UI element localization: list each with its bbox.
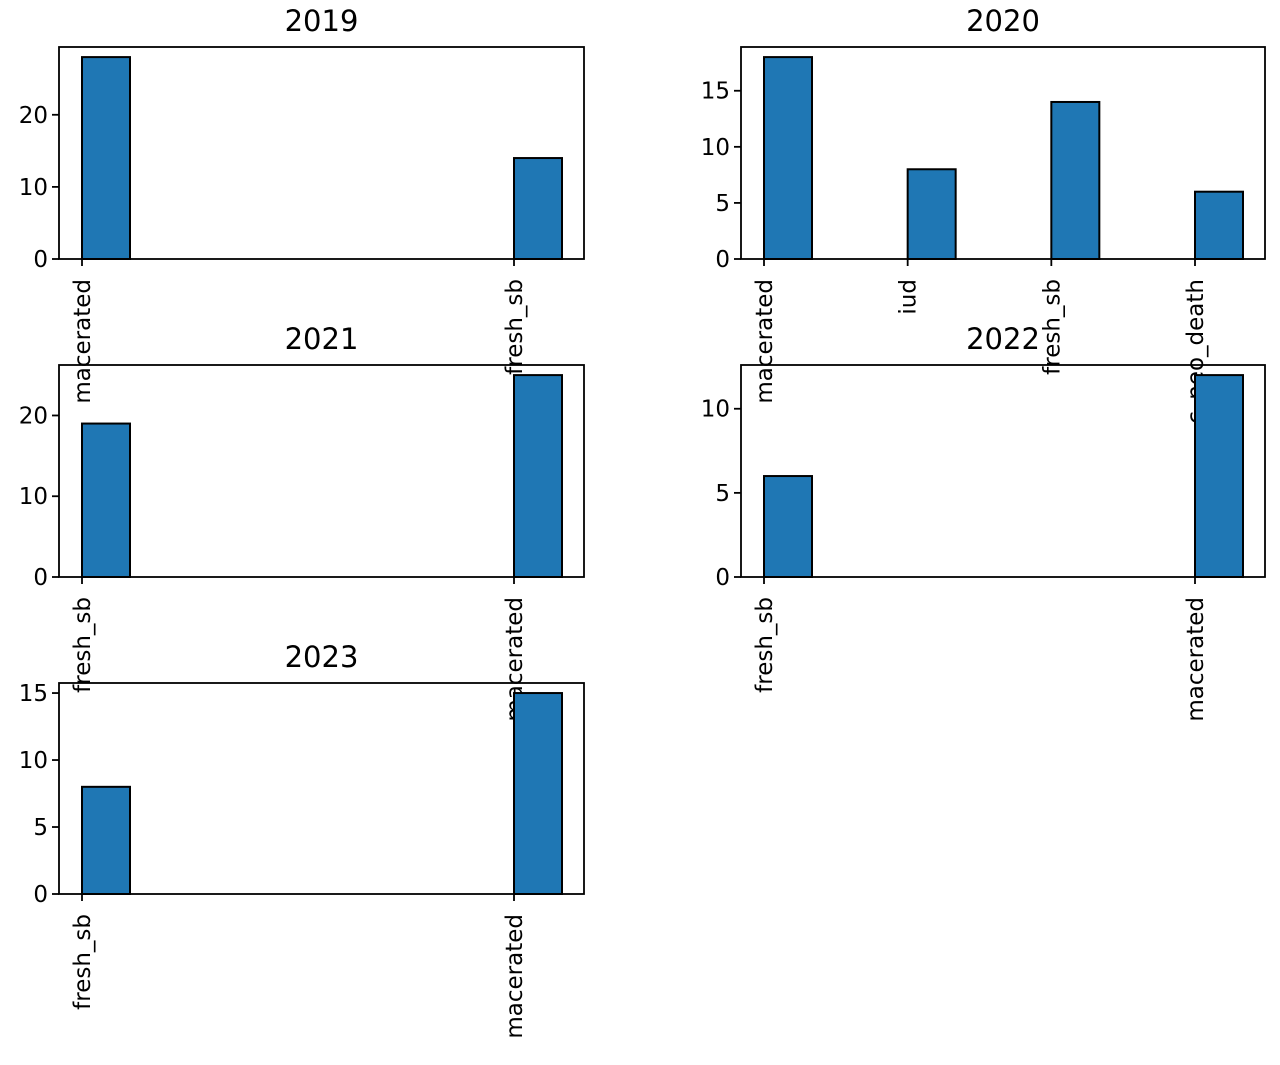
y-tick-label: 10	[19, 748, 48, 774]
bar-fresh_sb	[763, 475, 813, 578]
y-tick-label: 0	[33, 882, 48, 908]
bar-macerated	[1194, 374, 1244, 578]
y-tick-label: 10	[701, 135, 730, 161]
bar-macerated	[513, 374, 563, 578]
subplot-2022: 2022 0 5 10 fresh_sb macerated	[701, 322, 1266, 722]
y-tick-label: 0	[715, 565, 730, 591]
y-tick-label: 15	[701, 79, 730, 105]
subplot-title: 2020	[966, 4, 1040, 38]
x-tick-label-iud: iud	[896, 279, 922, 315]
y-tick-label: 5	[715, 481, 730, 507]
x-tick-label-macerated: macerated	[752, 279, 778, 404]
bar-fresh_sb	[513, 157, 563, 260]
y-tick-label: 20	[19, 103, 48, 129]
subplot-title: 2023	[285, 640, 359, 674]
axes-frame	[58, 46, 585, 260]
bar-macerated	[763, 56, 813, 260]
bar-c_neo_death	[1194, 190, 1244, 260]
axes-frame	[740, 46, 1266, 260]
y-tick-label: 5	[33, 815, 48, 841]
axes-frame	[58, 364, 585, 578]
axes-frame	[740, 364, 1266, 578]
y-tick-label: 10	[19, 175, 48, 201]
y-tick-label: 10	[19, 484, 48, 510]
y-tick-label: 0	[715, 247, 730, 273]
subplot-title: 2022	[966, 322, 1040, 356]
y-tick-label: 5	[715, 191, 730, 217]
subplot-title: 2021	[285, 322, 359, 356]
x-tick-label-fresh_sb: fresh_sb	[70, 914, 96, 1010]
x-tick-label-fresh_sb: fresh_sb	[70, 597, 96, 693]
bar-macerated	[513, 692, 563, 895]
y-tick-label: 20	[19, 403, 48, 429]
bar-macerated	[81, 56, 131, 260]
subplot-title: 2019	[285, 4, 359, 38]
bar-iud	[906, 168, 957, 261]
x-tick-label-macerated: macerated	[502, 914, 528, 1039]
y-tick-label: 15	[19, 681, 48, 707]
x-tick-label-fresh_sb: fresh_sb	[1039, 279, 1065, 375]
subplot-2019: 2019 0 10 20 macerated fresh_sb	[19, 4, 585, 404]
bar-fresh_sb	[81, 422, 131, 578]
x-tick-label-fresh_sb: fresh_sb	[502, 279, 528, 375]
y-tick-label: 0	[33, 565, 48, 591]
y-tick-label: 0	[33, 247, 48, 273]
x-tick-label-fresh_sb: fresh_sb	[752, 597, 778, 693]
y-tick-label: 10	[701, 397, 730, 423]
x-tick-label-macerated: macerated	[70, 279, 96, 404]
bar-fresh_sb	[81, 785, 131, 895]
x-tick-label-macerated: macerated	[1183, 597, 1209, 722]
bar-fresh_sb	[1050, 100, 1101, 260]
axes-frame	[58, 682, 585, 895]
subplot-2023: 2023 0 5 10 15 fresh_sb macerated	[19, 640, 585, 1039]
